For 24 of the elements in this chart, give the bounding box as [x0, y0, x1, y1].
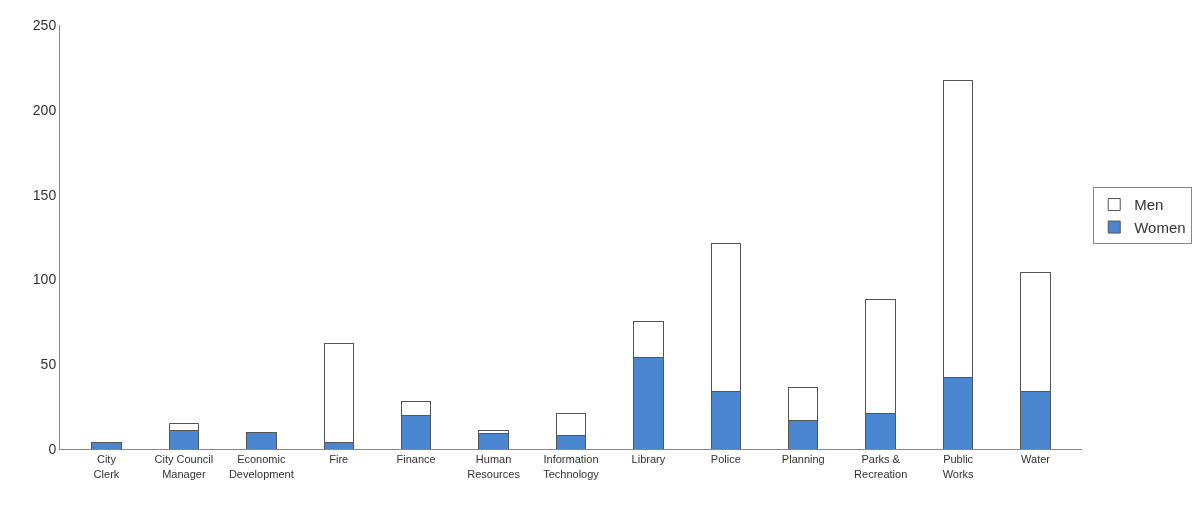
legend-label: Women — [1134, 218, 1186, 236]
x-tick-label: Finance — [396, 453, 436, 466]
y-tick-label: 0 — [48, 440, 57, 457]
x-tick-label: Public Works — [942, 453, 975, 480]
y-tick-label: 50 — [40, 356, 57, 373]
x-tick-label: Parks & Recreation — [854, 453, 908, 480]
y-tick-label: 100 — [32, 271, 57, 288]
x-tick-label: Economic Development — [228, 453, 294, 480]
x-tick-label: Water — [1021, 453, 1051, 466]
legend-label: Men — [1134, 196, 1164, 214]
x-tick-label: Human Resources — [467, 453, 521, 480]
y-tick-label: 200 — [32, 101, 57, 118]
x-tick-label: Library — [631, 453, 666, 466]
y-tick-label: 250 — [32, 16, 57, 33]
x-tick-label: Information Technology — [543, 453, 600, 480]
bar — [91, 441, 122, 449]
x-tick-label: Fire — [329, 453, 349, 466]
x-tick-label: City Clerk — [93, 453, 120, 480]
y-tick-label: 150 — [32, 186, 57, 203]
bar — [246, 431, 277, 449]
x-tick-label: Planning — [781, 453, 825, 466]
bar — [478, 433, 509, 449]
x-tick-label: Police — [710, 453, 741, 466]
x-tick-label: City Council Manager — [154, 453, 214, 480]
